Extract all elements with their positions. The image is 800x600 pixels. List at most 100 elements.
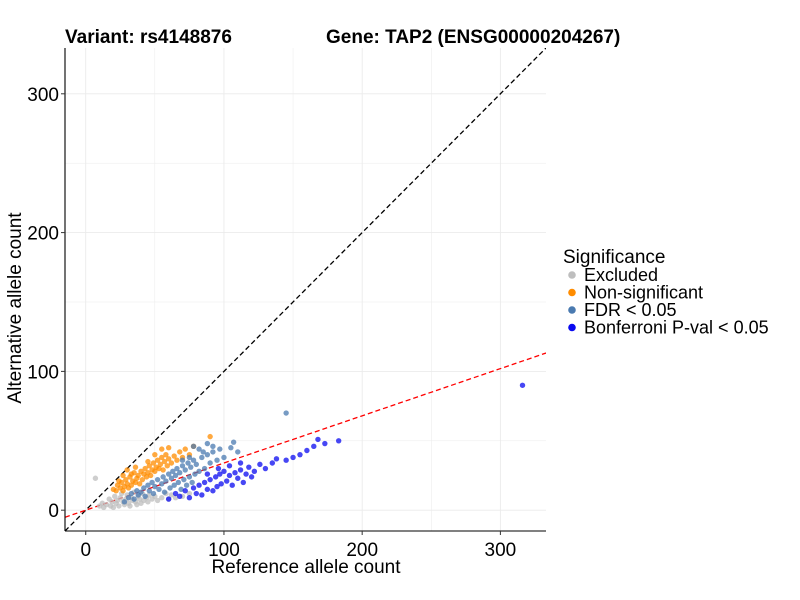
data-point-series-0 (154, 497, 161, 504)
data-point-series-0 (168, 492, 175, 498)
data-point-series-0 (117, 494, 123, 501)
legend-label-2: FDR < 0.05 (584, 300, 677, 320)
data-point-series-2 (230, 439, 237, 445)
data-point-series-1 (165, 456, 172, 462)
data-point-series-0 (172, 494, 179, 501)
data-point-series-3 (273, 456, 280, 462)
data-point-series-2 (186, 454, 193, 461)
data-point-series-1 (145, 458, 151, 465)
data-point-series-0 (92, 475, 99, 481)
data-point-series-3 (257, 461, 263, 468)
data-point-series-1 (154, 457, 161, 463)
data-point-series-2 (190, 457, 197, 463)
data-point-series-3 (226, 463, 233, 469)
legend-key-3 (568, 323, 576, 332)
y-axis-label: Alternative allele count (5, 212, 26, 404)
data-point-series-2 (204, 440, 211, 447)
tick-labels: 0 100 200 300 0 100 200 300 (27, 85, 516, 561)
data-point-series-3 (226, 472, 233, 479)
data-point-series-2 (156, 486, 162, 493)
data-point-series-2 (172, 472, 179, 479)
data-point-series-0 (146, 492, 153, 498)
data-point-series-1 (136, 481, 143, 487)
data-point-series-2 (217, 446, 223, 452)
data-point-series-2 (196, 446, 202, 452)
data-point-series-2 (204, 451, 211, 458)
data-point-series-3 (235, 475, 241, 481)
data-point-series-2 (168, 475, 175, 481)
legend-title: Significance (563, 247, 665, 268)
data-point-series-2 (159, 481, 165, 487)
data-point-series-0 (136, 496, 143, 502)
data-point-series-3 (229, 482, 235, 488)
data-point-series-2 (185, 460, 191, 466)
data-point-series-1 (132, 464, 139, 470)
legend-label-0: Excluded (584, 265, 658, 285)
legend-key-1 (568, 288, 576, 297)
data-point-series-3 (204, 471, 211, 477)
data-point-series-3 (246, 464, 252, 470)
data-point-series-0 (110, 504, 117, 511)
data-point-series-3 (248, 474, 255, 480)
data-point-series-2 (188, 464, 194, 470)
data-point-series-2 (235, 449, 241, 455)
data-point-series-0 (145, 499, 151, 505)
data-point-series-2 (210, 443, 216, 450)
data-point-series-1 (160, 467, 166, 473)
data-point-series-3 (224, 478, 230, 484)
data-point-series-2 (283, 410, 289, 416)
legend-label-3: Bonferroni P-val < 0.05 (584, 318, 769, 338)
data-point-series-3 (322, 440, 328, 447)
data-point-series-1 (128, 471, 135, 477)
data-point-series-0 (99, 500, 106, 506)
data-point-series-3 (182, 488, 188, 494)
data-point-series-3 (186, 494, 193, 501)
data-point-series-3 (335, 438, 342, 444)
chart-title-variant: Variant: rs4148876 (65, 27, 232, 48)
data-point-series-3 (217, 471, 223, 477)
y-tick-label: 100 (27, 362, 59, 383)
data-point-series-3 (297, 451, 303, 458)
data-point-series-2 (165, 471, 172, 477)
data-point-series-1 (116, 478, 122, 484)
data-point-series-1 (120, 472, 126, 479)
data-point-series-3 (210, 488, 216, 494)
data-point-series-2 (200, 449, 206, 455)
legend-key-2 (568, 306, 576, 314)
data-point-series-1 (128, 482, 135, 488)
x-tick-label: 100 (208, 540, 240, 561)
data-point-series-3 (240, 479, 247, 486)
data-point-series-3 (237, 460, 244, 466)
data-point-series-2 (142, 493, 148, 500)
data-point-series-1 (157, 461, 164, 468)
legend: Significance ExcludedNon-significantFDR … (563, 247, 769, 338)
data-point-series-2 (183, 482, 190, 488)
data-point-series-3 (201, 479, 208, 486)
data-point-series-0 (109, 499, 115, 505)
scatter-points (92, 382, 526, 511)
data-point-series-2 (210, 449, 216, 455)
y-tick-label: 200 (27, 224, 59, 245)
data-point-series-3 (243, 471, 249, 477)
data-point-series-2 (160, 474, 166, 480)
data-point-series-3 (519, 382, 526, 388)
data-point-series-3 (218, 481, 224, 487)
data-point-series-2 (174, 465, 180, 472)
reference-line-identity (65, 48, 546, 531)
data-point-series-2 (163, 478, 169, 484)
data-point-series-1 (152, 451, 158, 458)
data-point-series-2 (186, 474, 193, 480)
data-point-series-2 (177, 470, 183, 476)
data-point-series-2 (121, 499, 128, 505)
data-point-series-3 (304, 447, 310, 454)
data-point-series-3 (221, 468, 227, 475)
data-point-series-3 (172, 490, 179, 497)
y-tick-label: 300 (27, 85, 59, 106)
data-point-series-2 (154, 476, 161, 483)
data-point-series-2 (145, 482, 151, 488)
data-point-series-0 (159, 494, 165, 501)
data-point-series-2 (152, 483, 158, 490)
data-point-series-2 (167, 485, 173, 491)
x-tick-label: 200 (346, 540, 378, 561)
